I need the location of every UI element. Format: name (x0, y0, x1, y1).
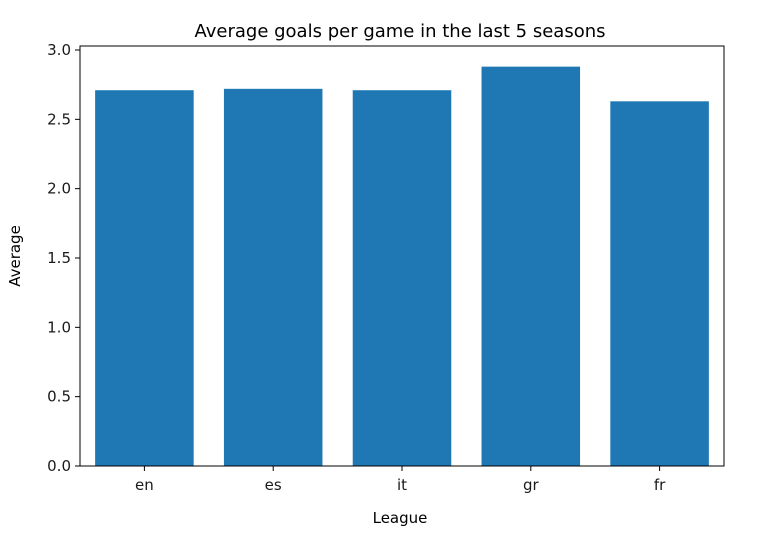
bar-es (223, 88, 323, 466)
y-tick-label: 3.0 (47, 41, 71, 59)
y-tick-label: 2.0 (47, 180, 71, 198)
y-tick-label: 2.5 (47, 110, 71, 128)
x-axis: en es it gr fr (135, 466, 666, 494)
x-tick-label: es (265, 476, 282, 494)
x-tick-label: it (397, 476, 407, 494)
x-tick-label: gr (523, 476, 540, 494)
bar-fr (610, 101, 709, 466)
bar-it (352, 90, 452, 467)
bar-en (95, 90, 194, 467)
x-tick-label: en (135, 476, 154, 494)
y-tick-label: 1.5 (47, 249, 71, 267)
y-tick-label: 0.5 (47, 388, 71, 406)
y-tick-label: 0.0 (47, 457, 71, 475)
x-tick-label: fr (654, 476, 666, 494)
y-tick-label: 1.0 (47, 318, 71, 336)
y-axis: 0.0 0.5 1.0 1.5 2.0 2.5 3.0 (47, 41, 80, 475)
x-axis-label: League (373, 509, 428, 527)
chart-title: Average goals per game in the last 5 sea… (194, 21, 605, 42)
bar-gr (481, 66, 581, 466)
bars-group (95, 66, 709, 467)
y-axis-label: Average (6, 225, 24, 287)
